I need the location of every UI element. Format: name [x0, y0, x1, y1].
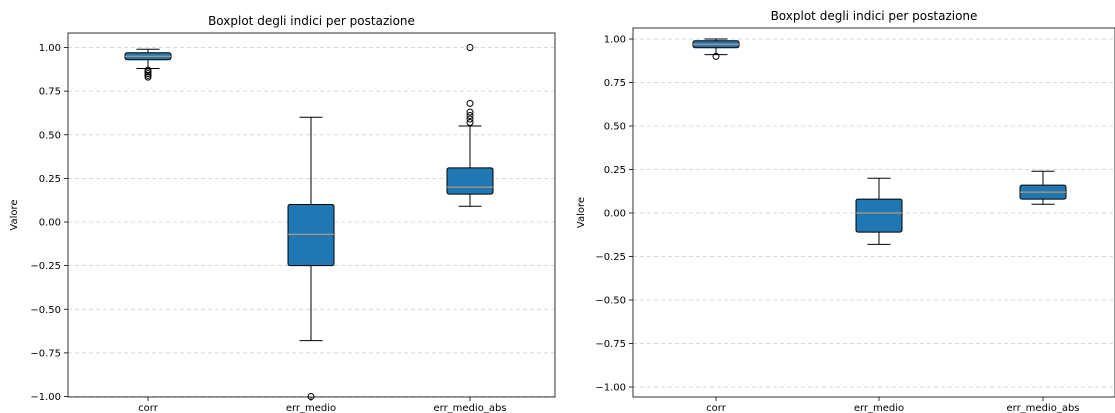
p2-x-tick-label: corr	[706, 403, 727, 413]
p2-y-tick-label: −0.25	[595, 252, 626, 263]
p1-y-tick-label: 0.25	[39, 174, 61, 185]
p2-plot-frame	[632, 27, 1115, 398]
p1-flier-err_medio_abs	[466, 99, 474, 107]
p1-y-tick-label: 0.50	[39, 130, 61, 141]
p2-y-tick-label: 1.00	[604, 35, 626, 46]
p1-x-tick-label: err_medio	[286, 403, 336, 413]
p2-chart-title: Boxplot degli indici per postazione	[771, 9, 978, 23]
p1-y-axis-label: Valore	[9, 199, 20, 230]
p1-box-err_medio	[287, 204, 335, 267]
p1-flier-err_medio	[307, 393, 315, 400]
p2-x-tick-label: err_medio_abs	[1006, 403, 1079, 413]
p1-x-tick-label: err_medio_abs	[433, 403, 506, 413]
p1-plot-frame	[67, 32, 556, 398]
p1-flier-err_medio_abs	[466, 119, 474, 127]
p1-flier-err_medio_abs	[466, 112, 474, 120]
p1-chart-title: Boxplot degli indici per postazione	[208, 14, 415, 28]
p1-flier-corr	[144, 73, 152, 81]
p2-y-tick-label: −0.75	[595, 339, 626, 350]
p2-flier-corr	[712, 52, 720, 60]
p1-flier-err_medio_abs	[466, 108, 474, 116]
p1-flier-err_medio_abs	[466, 44, 474, 51]
p2-y-tick-label: 0.75	[604, 78, 626, 89]
p1-x-tick-label: corr	[138, 403, 159, 413]
p2-y-tick-label: −1.00	[595, 383, 626, 394]
p1-y-tick-label: 1.00	[39, 43, 61, 54]
p1-y-tick-label: −0.50	[30, 305, 61, 316]
p2-y-tick-label: 0.25	[604, 165, 626, 176]
p2-y-axis-label: Valore	[576, 197, 587, 228]
p1-flier-err_medio_abs	[466, 115, 474, 123]
p2-y-tick-label: −0.50	[595, 296, 626, 307]
p1-box-err_medio_abs	[446, 167, 494, 195]
p1-y-tick-label: 0.00	[39, 218, 61, 229]
p1-y-tick-label: −0.25	[30, 261, 61, 272]
p1-y-tick-label: −1.00	[30, 392, 61, 403]
p2-x-tick-label: err_medio	[854, 403, 904, 413]
p2-box-err_medio	[855, 198, 903, 233]
p1-y-tick-label: 0.75	[39, 87, 61, 98]
p2-y-tick-label: 0.00	[604, 209, 626, 220]
p1-y-tick-label: −0.75	[30, 348, 61, 359]
p2-y-tick-label: 0.50	[604, 122, 626, 133]
